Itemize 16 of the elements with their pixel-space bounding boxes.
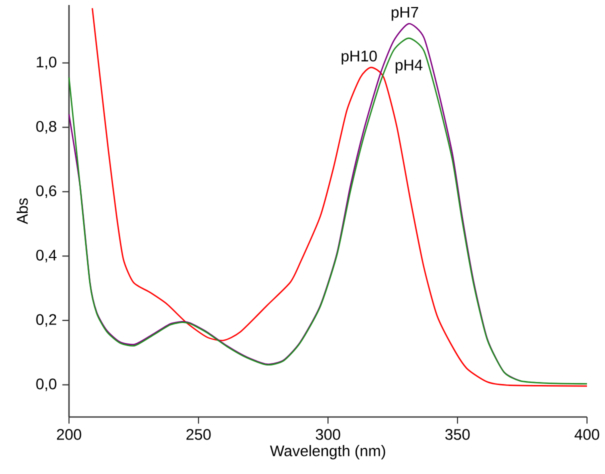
x-tick-label: 400 [574,429,600,440]
x-tick-label: 350 [445,429,470,440]
series-label: pH4 [396,60,422,74]
y-tick-label: 1,0 [36,56,56,70]
y-tick-label: 0,0 [36,378,56,392]
x-tick-label: 250 [186,429,211,440]
x-axis-title: Wavelength (nm) [270,445,386,460]
x-tick-label: 300 [316,429,340,440]
y-tick-label: 0,6 [36,185,56,198]
series-label: pH10 [342,50,377,64]
y-tick-label: 0,2 [36,314,56,327]
y-tick-label: 0,4 [36,250,56,262]
x-tick-label: 200 [56,429,82,440]
y-tick-label: 0,8 [36,120,56,134]
y-axis-title: Abs [16,198,28,224]
series-label: pH7 [392,7,418,21]
